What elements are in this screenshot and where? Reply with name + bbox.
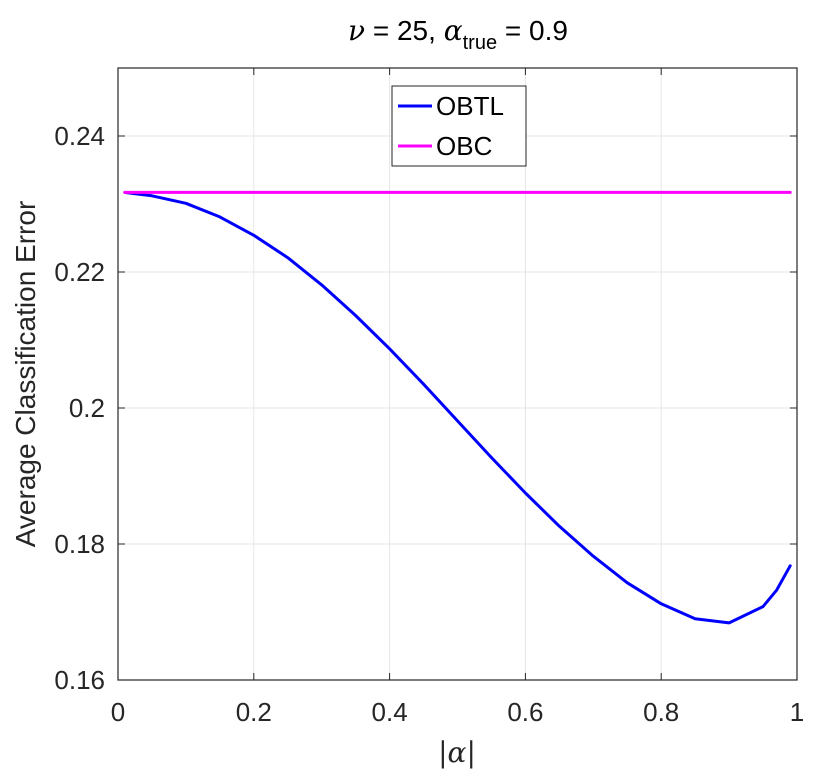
y-tick-label: 0.22	[54, 257, 105, 287]
title-alpha-value: = 0.9	[497, 15, 568, 46]
legend: OBTL OBC	[391, 85, 527, 167]
x-tick-label: 0.6	[507, 697, 543, 727]
x-axis-label: |α|	[438, 736, 476, 769]
chart-title: ν = 25, αtrue = 0.9	[348, 14, 568, 54]
x-tick-label: 0	[111, 697, 125, 727]
x-tick-label: 0.8	[643, 697, 679, 727]
tick-marks	[117, 68, 798, 681]
y-tick-label: 0.24	[54, 121, 105, 151]
grid	[118, 68, 797, 681]
plot-area	[118, 68, 797, 680]
x-tick-label: 0.2	[236, 697, 272, 727]
y-tick-label: 0.16	[54, 665, 105, 695]
title-alpha-symbol: α	[444, 14, 463, 47]
series-line-obtl	[123, 190, 792, 625]
legend-label-obc: OBC	[436, 131, 492, 161]
x-tick-label: 1	[790, 697, 804, 727]
series-group	[123, 190, 792, 625]
x-tick-label: 0.4	[372, 697, 408, 727]
y-axis-label: Average Classification Error	[10, 201, 41, 548]
legend-label-obtl: OBTL	[436, 91, 504, 121]
title-alpha-subscript: true	[463, 32, 497, 54]
legend-box	[391, 85, 527, 167]
title-nu-value: = 25,	[365, 15, 444, 46]
x-tick-labels: 0 0.2 0.4 0.6 0.8 1	[111, 697, 804, 727]
title-nu-symbol: ν	[348, 14, 365, 47]
y-tick-label: 0.2	[69, 393, 105, 423]
y-tick-labels: 0.16 0.18 0.2 0.22 0.24	[54, 121, 105, 695]
axes-frame	[117, 67, 798, 681]
y-tick-label: 0.18	[54, 529, 105, 559]
